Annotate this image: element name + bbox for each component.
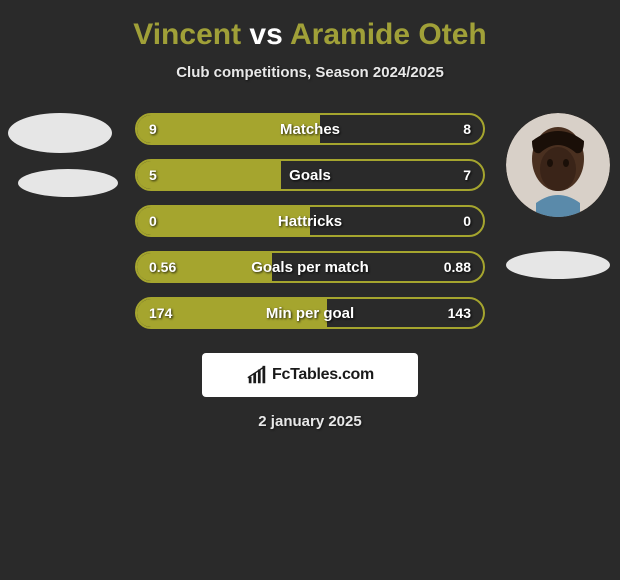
stat-value-left: 0.56 — [149, 259, 176, 275]
player2-face-icon — [506, 113, 610, 217]
player1-avatar-shadow — [18, 169, 118, 197]
stat-value-right: 8 — [463, 121, 471, 137]
chart-icon — [246, 364, 268, 386]
stat-row: 0.56 Goals per match 0.88 — [135, 251, 485, 283]
subtitle: Club competitions, Season 2024/2025 — [0, 64, 620, 81]
stat-row: 5 Goals 7 — [135, 159, 485, 191]
stat-label: Goals — [289, 167, 331, 184]
player1-avatar — [8, 113, 112, 153]
player2-name: Aramide Oteh — [290, 18, 487, 51]
stats-bars: 9 Matches 8 5 Goals 7 0 Hattricks 0 0.56 Goals per… — [135, 113, 485, 329]
stat-value-left: 5 — [149, 167, 157, 183]
stat-fill-left — [137, 161, 281, 189]
stat-row: 9 Matches 8 — [135, 113, 485, 145]
player2-avatar — [506, 113, 610, 217]
stat-value-left: 0 — [149, 213, 157, 229]
stat-value-right: 7 — [463, 167, 471, 183]
stat-label: Min per goal — [266, 305, 354, 322]
player1-name: Vincent — [133, 18, 241, 51]
footer-logo: FcTables.com — [202, 353, 418, 397]
stat-row: 0 Hattricks 0 — [135, 205, 485, 237]
stat-value-left: 9 — [149, 121, 157, 137]
player2-avatar-shadow — [506, 251, 610, 279]
content-area: 9 Matches 8 5 Goals 7 0 Hattricks 0 0.56 Goals per… — [0, 113, 620, 430]
stat-label: Matches — [280, 121, 340, 138]
stat-label: Goals per match — [251, 259, 369, 276]
vs-text: vs — [249, 18, 282, 51]
footer-date: 2 january 2025 — [0, 413, 620, 430]
comparison-title: Vincent vs Aramide Oteh — [0, 18, 620, 52]
stat-value-right: 0.88 — [444, 259, 471, 275]
stat-row: 174 Min per goal 143 — [135, 297, 485, 329]
stat-label: Hattricks — [278, 213, 342, 230]
stat-value-left: 174 — [149, 305, 172, 321]
stat-value-right: 143 — [448, 305, 471, 321]
footer-logo-text: FcTables.com — [272, 366, 374, 384]
stat-value-right: 0 — [463, 213, 471, 229]
